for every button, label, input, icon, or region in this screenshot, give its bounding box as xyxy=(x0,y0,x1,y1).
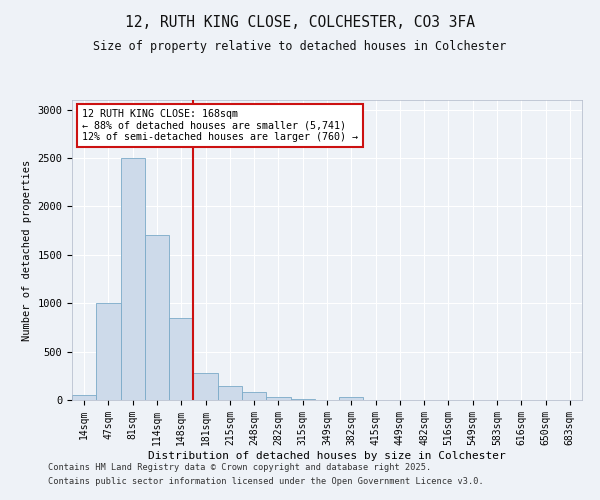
Bar xyxy=(218,386,242,400)
Bar xyxy=(290,399,315,400)
Y-axis label: Number of detached properties: Number of detached properties xyxy=(22,160,32,340)
Bar xyxy=(193,373,218,400)
Bar xyxy=(145,236,169,400)
Bar xyxy=(169,318,193,400)
Bar xyxy=(96,303,121,400)
Text: 12, RUTH KING CLOSE, COLCHESTER, CO3 3FA: 12, RUTH KING CLOSE, COLCHESTER, CO3 3FA xyxy=(125,15,475,30)
X-axis label: Distribution of detached houses by size in Colchester: Distribution of detached houses by size … xyxy=(148,450,506,460)
Text: Size of property relative to detached houses in Colchester: Size of property relative to detached ho… xyxy=(94,40,506,53)
Bar xyxy=(242,392,266,400)
Bar xyxy=(339,397,364,400)
Text: 12 RUTH KING CLOSE: 168sqm
← 88% of detached houses are smaller (5,741)
12% of s: 12 RUTH KING CLOSE: 168sqm ← 88% of deta… xyxy=(82,109,358,142)
Text: Contains HM Land Registry data © Crown copyright and database right 2025.: Contains HM Land Registry data © Crown c… xyxy=(48,464,431,472)
Text: Contains public sector information licensed under the Open Government Licence v3: Contains public sector information licen… xyxy=(48,477,484,486)
Bar xyxy=(266,397,290,400)
Bar xyxy=(72,395,96,400)
Bar xyxy=(121,158,145,400)
